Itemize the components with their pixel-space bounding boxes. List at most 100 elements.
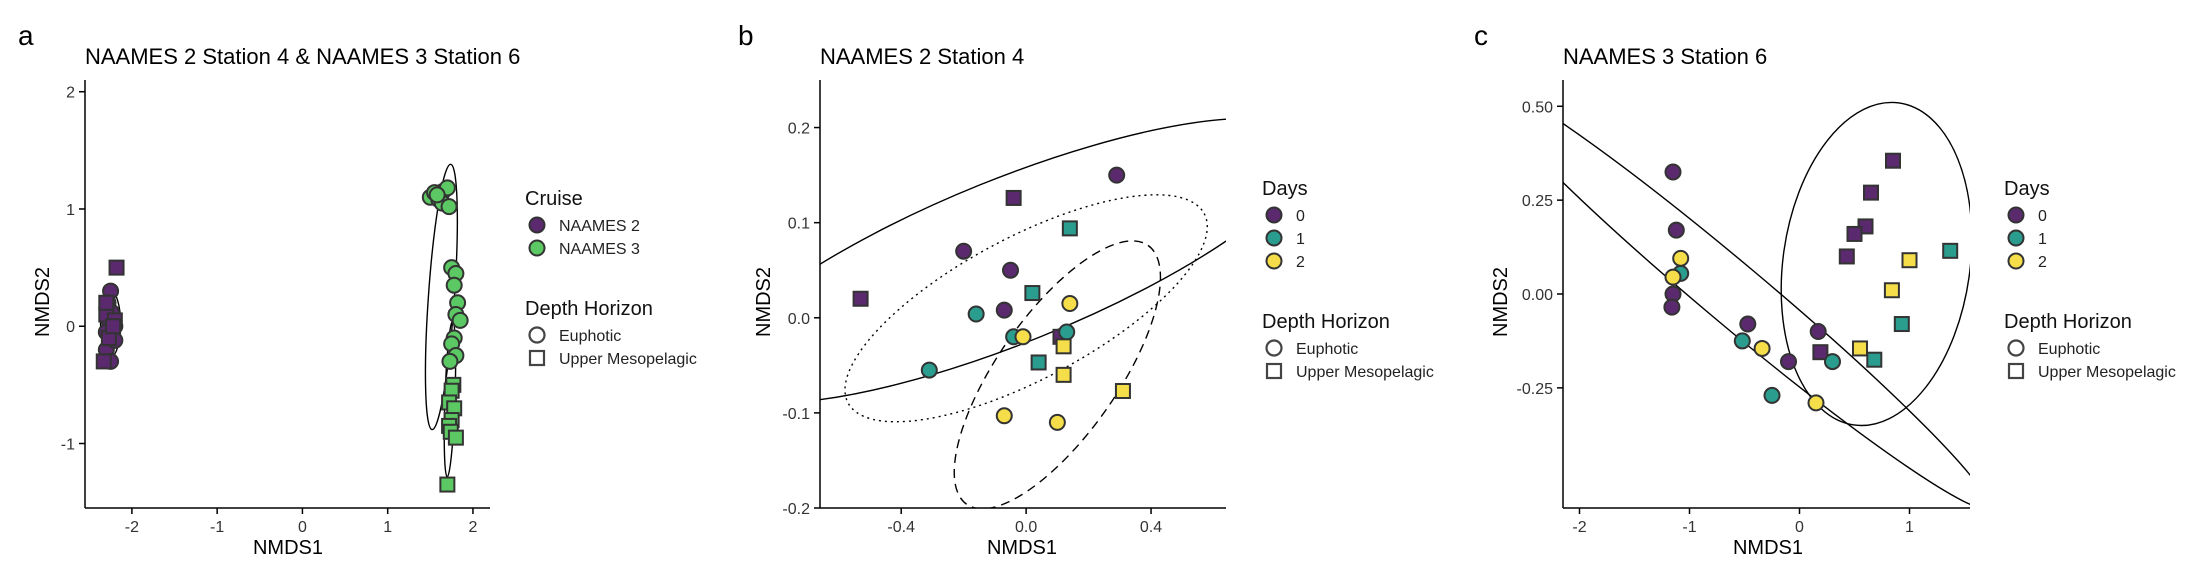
legend: Days 0 1 2 Depth Horizon Euphotic Upper Mesope… (1262, 178, 1434, 381)
data-point-circle (1824, 353, 1841, 371)
data-point-square (439, 476, 456, 493)
data-point-circle (1807, 394, 1825, 412)
x-tick-label: 1 (383, 519, 392, 536)
panel-label: a (18, 20, 34, 51)
data-point-circle (1108, 166, 1126, 184)
axes: -0.4 0.0 0.4 -0.2 -0.1 0.0 0.1 0.2 (782, 80, 1226, 536)
legend-key-circle (1265, 206, 1283, 224)
data-point-circle (955, 242, 973, 260)
legend-label: 1 (2038, 231, 2047, 248)
legend-label: Euphotic (559, 328, 621, 345)
data-point-square (1942, 242, 1959, 259)
confidence-ellipse (1780, 101, 1970, 427)
chart-title: NAAMES 3 Station 6 (1563, 44, 1767, 69)
data-point-square (1866, 351, 1883, 368)
data-point-square (1055, 366, 1072, 383)
data-point-circle (1780, 353, 1797, 371)
data-point-circle (428, 186, 446, 204)
data-point-circle (1014, 328, 1032, 346)
data-point-square (1883, 282, 1900, 299)
legend-key-circle (2007, 206, 2025, 224)
data-point-circle (1664, 163, 1682, 181)
data-point-square (105, 318, 122, 335)
legend-key-circle (528, 326, 546, 344)
panel-b: b NAAMES 2 Station 4 NMDS1 NMDS2 -0.4 0.0… (738, 20, 1434, 559)
data-point-square (1005, 189, 1022, 206)
y-tick-label: 2 (66, 85, 75, 102)
legend-key-circle (2007, 252, 2025, 270)
x-tick-label: -1 (210, 519, 224, 536)
y-axis-title: NMDS2 (1490, 267, 1512, 337)
data-point-square (447, 429, 464, 446)
data-point-square (1024, 285, 1041, 302)
y-axis-title: NMDS2 (32, 267, 54, 337)
x-tick-label: 1 (1905, 519, 1914, 536)
data-point-circle (1733, 332, 1751, 350)
data-point-square (1030, 354, 1047, 371)
data-point-circle (1753, 339, 1771, 357)
panel-label: b (738, 20, 754, 51)
data-point-square (1061, 220, 1078, 237)
y-tick-label: 0.2 (788, 121, 810, 138)
x-tick-label: 2 (468, 519, 477, 536)
ellipses (1563, 79, 1970, 508)
panel-label: c (1474, 20, 1488, 51)
legend-key-square (528, 349, 546, 367)
y-tick-label: -0.2 (782, 501, 810, 518)
legend-key-circle (1265, 339, 1283, 357)
data-point-square (852, 290, 869, 307)
y-tick-label: 0.1 (788, 216, 810, 233)
legend-title: Depth Horizon (525, 298, 653, 320)
x-tick-label: -0.4 (887, 519, 915, 536)
legend-label: NAAMES 3 (559, 241, 640, 258)
legend-key-circle (528, 239, 546, 257)
panel-c: c NAAMES 3 Station 6 NMDS1 NMDS2 -2 -1 0 1-… (1474, 20, 2176, 559)
data-point-circle (995, 301, 1013, 319)
data-point-square (1863, 184, 1879, 201)
data-points (852, 166, 1131, 431)
y-tick-label: 0.0 (788, 311, 810, 328)
data-point-circle (440, 198, 458, 216)
data-point-square (98, 294, 115, 311)
data-point-circle (1763, 386, 1781, 404)
data-point-circle (441, 352, 459, 370)
legend-key-circle (1265, 229, 1283, 247)
legend-title: Cruise (525, 188, 583, 210)
x-tick-label: 0 (298, 519, 307, 536)
data-point-square (1893, 316, 1910, 333)
data-point-circle (451, 311, 469, 329)
confidence-ellipse (820, 117, 1226, 404)
legend-label: 2 (1296, 254, 1305, 271)
legend-title: Days (2004, 178, 2050, 200)
legend-label: 1 (1296, 231, 1305, 248)
data-point-square (1852, 340, 1868, 357)
data-point-circle (1061, 295, 1079, 313)
legend-key-circle (2007, 229, 2025, 247)
data-point-square (1885, 152, 1901, 169)
y-tick-label: -0.25 (1517, 381, 1554, 398)
data-point-square (1838, 248, 1855, 265)
data-point-circle (1664, 268, 1682, 286)
data-point-circle (1667, 221, 1685, 239)
data-point-circle (967, 305, 985, 323)
data-point-square (1055, 338, 1072, 355)
axes: -2 -1 0 1 2 -1 0 1 2 (61, 80, 490, 536)
legend-key-square (2007, 362, 2025, 380)
panel-a: a NAAMES 2 Station 4 & NAAMES 3 Station … (18, 20, 697, 559)
y-tick-label: -1 (61, 437, 75, 454)
data-points (1663, 152, 1959, 412)
data-point-circle (1058, 323, 1076, 341)
legend: Cruise NAAMES 2 NAAMES 3 Depth Horizon Eupho… (525, 188, 697, 368)
data-point-circle (1739, 315, 1757, 333)
confidence-ellipse (844, 194, 1208, 423)
legend-label: Upper Mesopelagic (1296, 364, 1434, 381)
data-point-circle (1048, 413, 1066, 431)
legend: Days 0 1 2 Depth Horizon Euphotic Upper Mesope… (2004, 178, 2176, 381)
y-tick-label: 0.50 (1522, 99, 1553, 116)
y-tick-label: 0.00 (1522, 287, 1553, 304)
legend-key-circle (1265, 252, 1283, 270)
legend-label: Upper Mesopelagic (2038, 364, 2176, 381)
x-axis-title: NMDS1 (1733, 537, 1803, 559)
y-tick-label: 0.25 (1522, 193, 1553, 210)
